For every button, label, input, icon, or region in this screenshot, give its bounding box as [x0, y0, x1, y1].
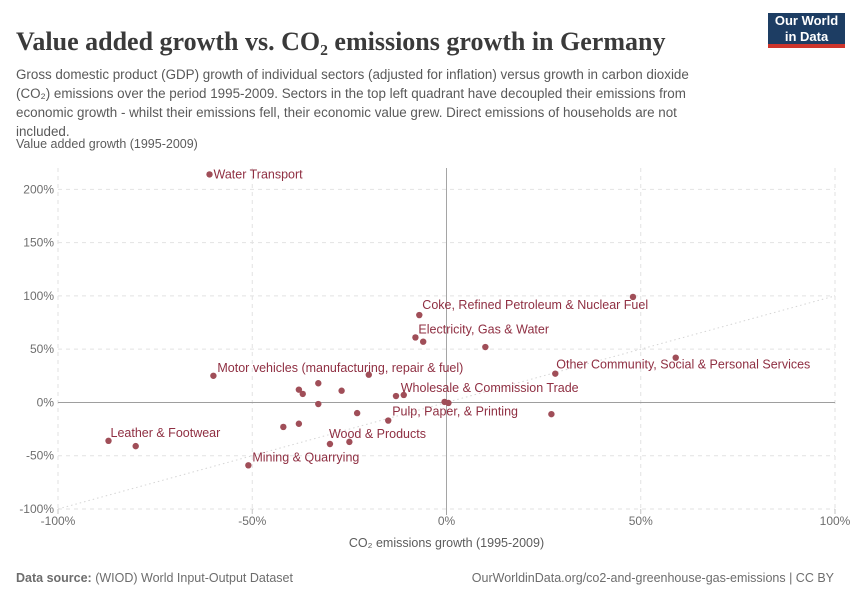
point-label[interactable]: Wholesale & Commission Trade [401, 381, 579, 395]
data-point[interactable] [346, 438, 353, 446]
data-point[interactable] [629, 293, 637, 301]
point-label[interactable]: Water Transport [214, 167, 304, 181]
data-point[interactable] [445, 399, 452, 407]
data-point[interactable] [315, 380, 322, 387]
data-point[interactable] [315, 400, 322, 408]
y-tick-label: 100% [23, 289, 54, 303]
data-point[interactable] [245, 462, 252, 469]
data-point[interactable] [353, 409, 361, 417]
data-source: Data source: (WIOD) World Input-Output D… [16, 571, 293, 585]
y-tick-label: 150% [23, 236, 54, 250]
data-point[interactable] [210, 372, 217, 379]
data-source-text: (WIOD) World Input-Output Dataset [91, 571, 293, 585]
data-point[interactable] [412, 334, 419, 341]
data-point[interactable] [299, 390, 306, 398]
data-point[interactable] [365, 371, 372, 378]
data-point[interactable] [105, 437, 112, 444]
y-tick-label: 200% [23, 182, 54, 196]
y-tick-label: -100% [19, 502, 54, 516]
x-tick-label: -50% [238, 514, 266, 528]
point-label[interactable]: Wood & Products [329, 427, 426, 441]
point-label[interactable]: Coke, Refined Petroleum & Nuclear Fuel [422, 298, 648, 312]
x-tick-label: -100% [41, 514, 76, 528]
data-point[interactable] [400, 391, 407, 399]
diagonal-reference-line [57, 295, 836, 510]
chart-footer: Data source: (WIOD) World Input-Output D… [0, 565, 850, 600]
data-source-label: Data source: [16, 571, 92, 585]
logo-line2: in Data [784, 28, 829, 44]
owid-link[interactable]: OurWorldinData.org/co2-and-greenhouse-ga… [471, 571, 834, 585]
point-label[interactable]: Mining & Quarrying [252, 450, 359, 464]
point-label[interactable]: Electricity, Gas & Water [418, 322, 549, 336]
x-tick-label: 100% [820, 514, 850, 528]
point-label[interactable]: Other Community, Social & Personal Servi… [556, 358, 810, 372]
logo-line1: Our World [774, 12, 839, 28]
data-point[interactable] [206, 171, 213, 178]
data-point[interactable] [548, 410, 555, 418]
data-point[interactable] [482, 343, 489, 351]
page-title: Value added growth vs. CO₂ emissions gro… [16, 27, 666, 57]
y-tick-label: -50% [26, 449, 54, 463]
x-axis-title: CO₂ emissions growth (1995-2009) [349, 536, 544, 550]
data-point[interactable] [392, 392, 400, 400]
chart-subtitle: Gross domestic product (GDP) growth of i… [16, 67, 689, 140]
data-point[interactable] [295, 420, 303, 427]
data-point[interactable] [295, 386, 303, 393]
y-tick-label: 50% [30, 342, 54, 356]
data-point[interactable] [672, 354, 679, 361]
point-label[interactable]: Motor vehicles (manufacturing, repair & … [217, 361, 463, 375]
data-point[interactable] [280, 423, 287, 431]
y-axis-title: Value added growth (1995-2009) [16, 137, 198, 151]
x-tick-label: 0% [438, 514, 456, 528]
data-point[interactable] [552, 370, 559, 377]
x-tick-label: 50% [629, 514, 653, 528]
data-point[interactable] [416, 311, 423, 319]
data-point[interactable] [132, 442, 139, 450]
data-point[interactable] [385, 417, 392, 424]
point-label[interactable]: Pulp, Paper, & Printing [392, 405, 518, 419]
data-point[interactable] [326, 440, 334, 448]
data-point[interactable] [338, 387, 345, 394]
point-label[interactable]: Leather & Footwear [111, 426, 221, 440]
owid-logo[interactable]: Our World in Data [768, 13, 845, 48]
y-tick-label: 0% [37, 395, 55, 409]
data-point[interactable] [419, 338, 427, 345]
